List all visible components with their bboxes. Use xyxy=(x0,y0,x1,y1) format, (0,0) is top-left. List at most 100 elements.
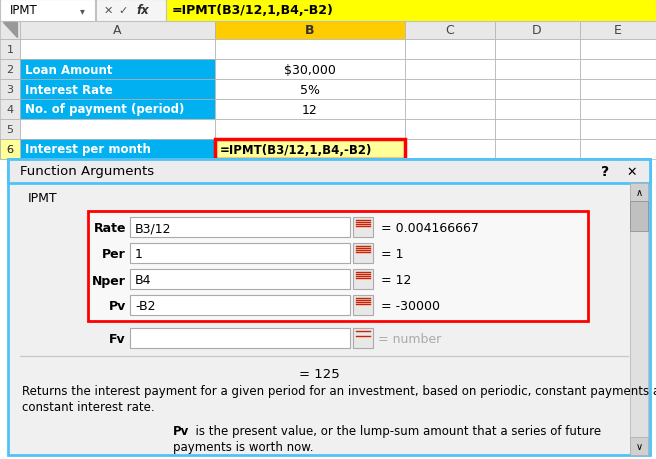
Text: Rate: Rate xyxy=(94,222,126,235)
Bar xyxy=(580,120,656,140)
Bar xyxy=(20,120,215,140)
Text: constant interest rate.: constant interest rate. xyxy=(22,401,155,414)
Text: Loan Amount: Loan Amount xyxy=(25,63,112,76)
Text: Function Arguments: Function Arguments xyxy=(20,165,154,178)
Bar xyxy=(166,0,656,22)
Text: 6: 6 xyxy=(7,145,14,155)
Bar xyxy=(130,328,350,348)
Bar xyxy=(20,140,215,160)
Text: = number: = number xyxy=(378,333,441,346)
Polygon shape xyxy=(3,23,17,38)
Text: $30,000: $30,000 xyxy=(284,63,336,76)
Text: = 12: = 12 xyxy=(381,274,411,287)
Text: ✕: ✕ xyxy=(626,165,637,178)
Bar xyxy=(95,0,96,22)
Text: = 1: = 1 xyxy=(381,248,403,261)
Bar xyxy=(353,295,373,315)
Bar xyxy=(0,60,20,80)
Bar xyxy=(630,202,648,231)
Bar xyxy=(353,218,373,237)
Bar xyxy=(405,120,495,140)
Bar xyxy=(495,22,580,40)
Text: = 125: = 125 xyxy=(298,368,339,381)
Bar xyxy=(495,40,580,60)
Bar xyxy=(580,60,656,80)
Bar xyxy=(353,243,373,263)
Text: payments is worth now.: payments is worth now. xyxy=(173,441,314,453)
Text: ∧: ∧ xyxy=(636,188,643,197)
Bar xyxy=(495,100,580,120)
Text: 6: 6 xyxy=(7,145,14,155)
Bar xyxy=(495,80,580,100)
Text: B3/12: B3/12 xyxy=(135,222,171,235)
Bar xyxy=(20,22,215,40)
Text: Nper: Nper xyxy=(92,274,126,287)
Text: Pv: Pv xyxy=(173,425,189,437)
Text: B4: B4 xyxy=(135,274,152,287)
Bar xyxy=(630,437,648,455)
Bar xyxy=(215,22,405,40)
Bar xyxy=(580,140,656,160)
Bar xyxy=(495,60,580,80)
Text: B: B xyxy=(305,24,315,38)
Text: ✓: ✓ xyxy=(118,6,128,16)
Text: -B2: -B2 xyxy=(135,300,155,313)
Bar xyxy=(130,243,350,263)
Bar xyxy=(0,140,20,160)
Text: E: E xyxy=(614,24,622,38)
Bar xyxy=(580,40,656,60)
Bar xyxy=(215,100,405,120)
Text: Pv: Pv xyxy=(109,300,126,313)
Bar xyxy=(0,40,20,60)
Bar xyxy=(0,22,20,40)
Bar xyxy=(405,40,495,60)
Text: ∨: ∨ xyxy=(636,441,643,451)
Bar xyxy=(580,80,656,100)
Bar xyxy=(630,184,648,202)
Text: 1: 1 xyxy=(7,45,14,55)
Bar xyxy=(8,160,650,455)
Text: A: A xyxy=(113,24,121,38)
Text: 5%: 5% xyxy=(300,84,320,96)
Bar xyxy=(580,22,656,40)
Bar xyxy=(0,80,20,100)
Text: fx: fx xyxy=(136,5,150,17)
Bar xyxy=(20,100,215,120)
Bar xyxy=(405,100,495,120)
Bar xyxy=(20,60,215,80)
Text: =IPMT(B3/12,1,B4,-B2): =IPMT(B3/12,1,B4,-B2) xyxy=(220,143,373,156)
Text: 4: 4 xyxy=(7,105,14,115)
Bar xyxy=(0,140,20,160)
Text: is the present value, or the lump-sum amount that a series of future: is the present value, or the lump-sum am… xyxy=(188,425,601,437)
Text: ?: ? xyxy=(601,165,609,179)
Text: 2: 2 xyxy=(7,65,14,75)
Bar xyxy=(405,60,495,80)
Bar xyxy=(215,60,405,80)
Bar xyxy=(88,212,588,321)
Bar xyxy=(215,140,405,160)
Text: 1: 1 xyxy=(135,248,143,261)
Bar xyxy=(0,100,20,120)
Bar xyxy=(353,328,373,348)
Bar xyxy=(215,120,405,140)
Bar xyxy=(0,120,20,140)
Bar xyxy=(405,140,495,160)
Bar xyxy=(8,160,650,184)
Text: D: D xyxy=(532,24,542,38)
Text: Fv: Fv xyxy=(110,333,126,346)
Bar xyxy=(0,0,95,22)
Bar xyxy=(130,269,350,289)
Bar xyxy=(630,184,648,455)
Text: Interest Rate: Interest Rate xyxy=(25,84,113,96)
Bar xyxy=(215,140,405,160)
Bar xyxy=(495,140,580,160)
Text: 3: 3 xyxy=(7,85,14,95)
Bar xyxy=(96,0,166,22)
Text: = -30000: = -30000 xyxy=(381,300,440,313)
Text: C: C xyxy=(445,24,455,38)
Text: ▾: ▾ xyxy=(79,6,85,16)
Text: 12: 12 xyxy=(302,103,318,116)
Bar xyxy=(353,269,373,289)
Text: IPMT: IPMT xyxy=(28,191,58,204)
Bar xyxy=(495,120,580,140)
